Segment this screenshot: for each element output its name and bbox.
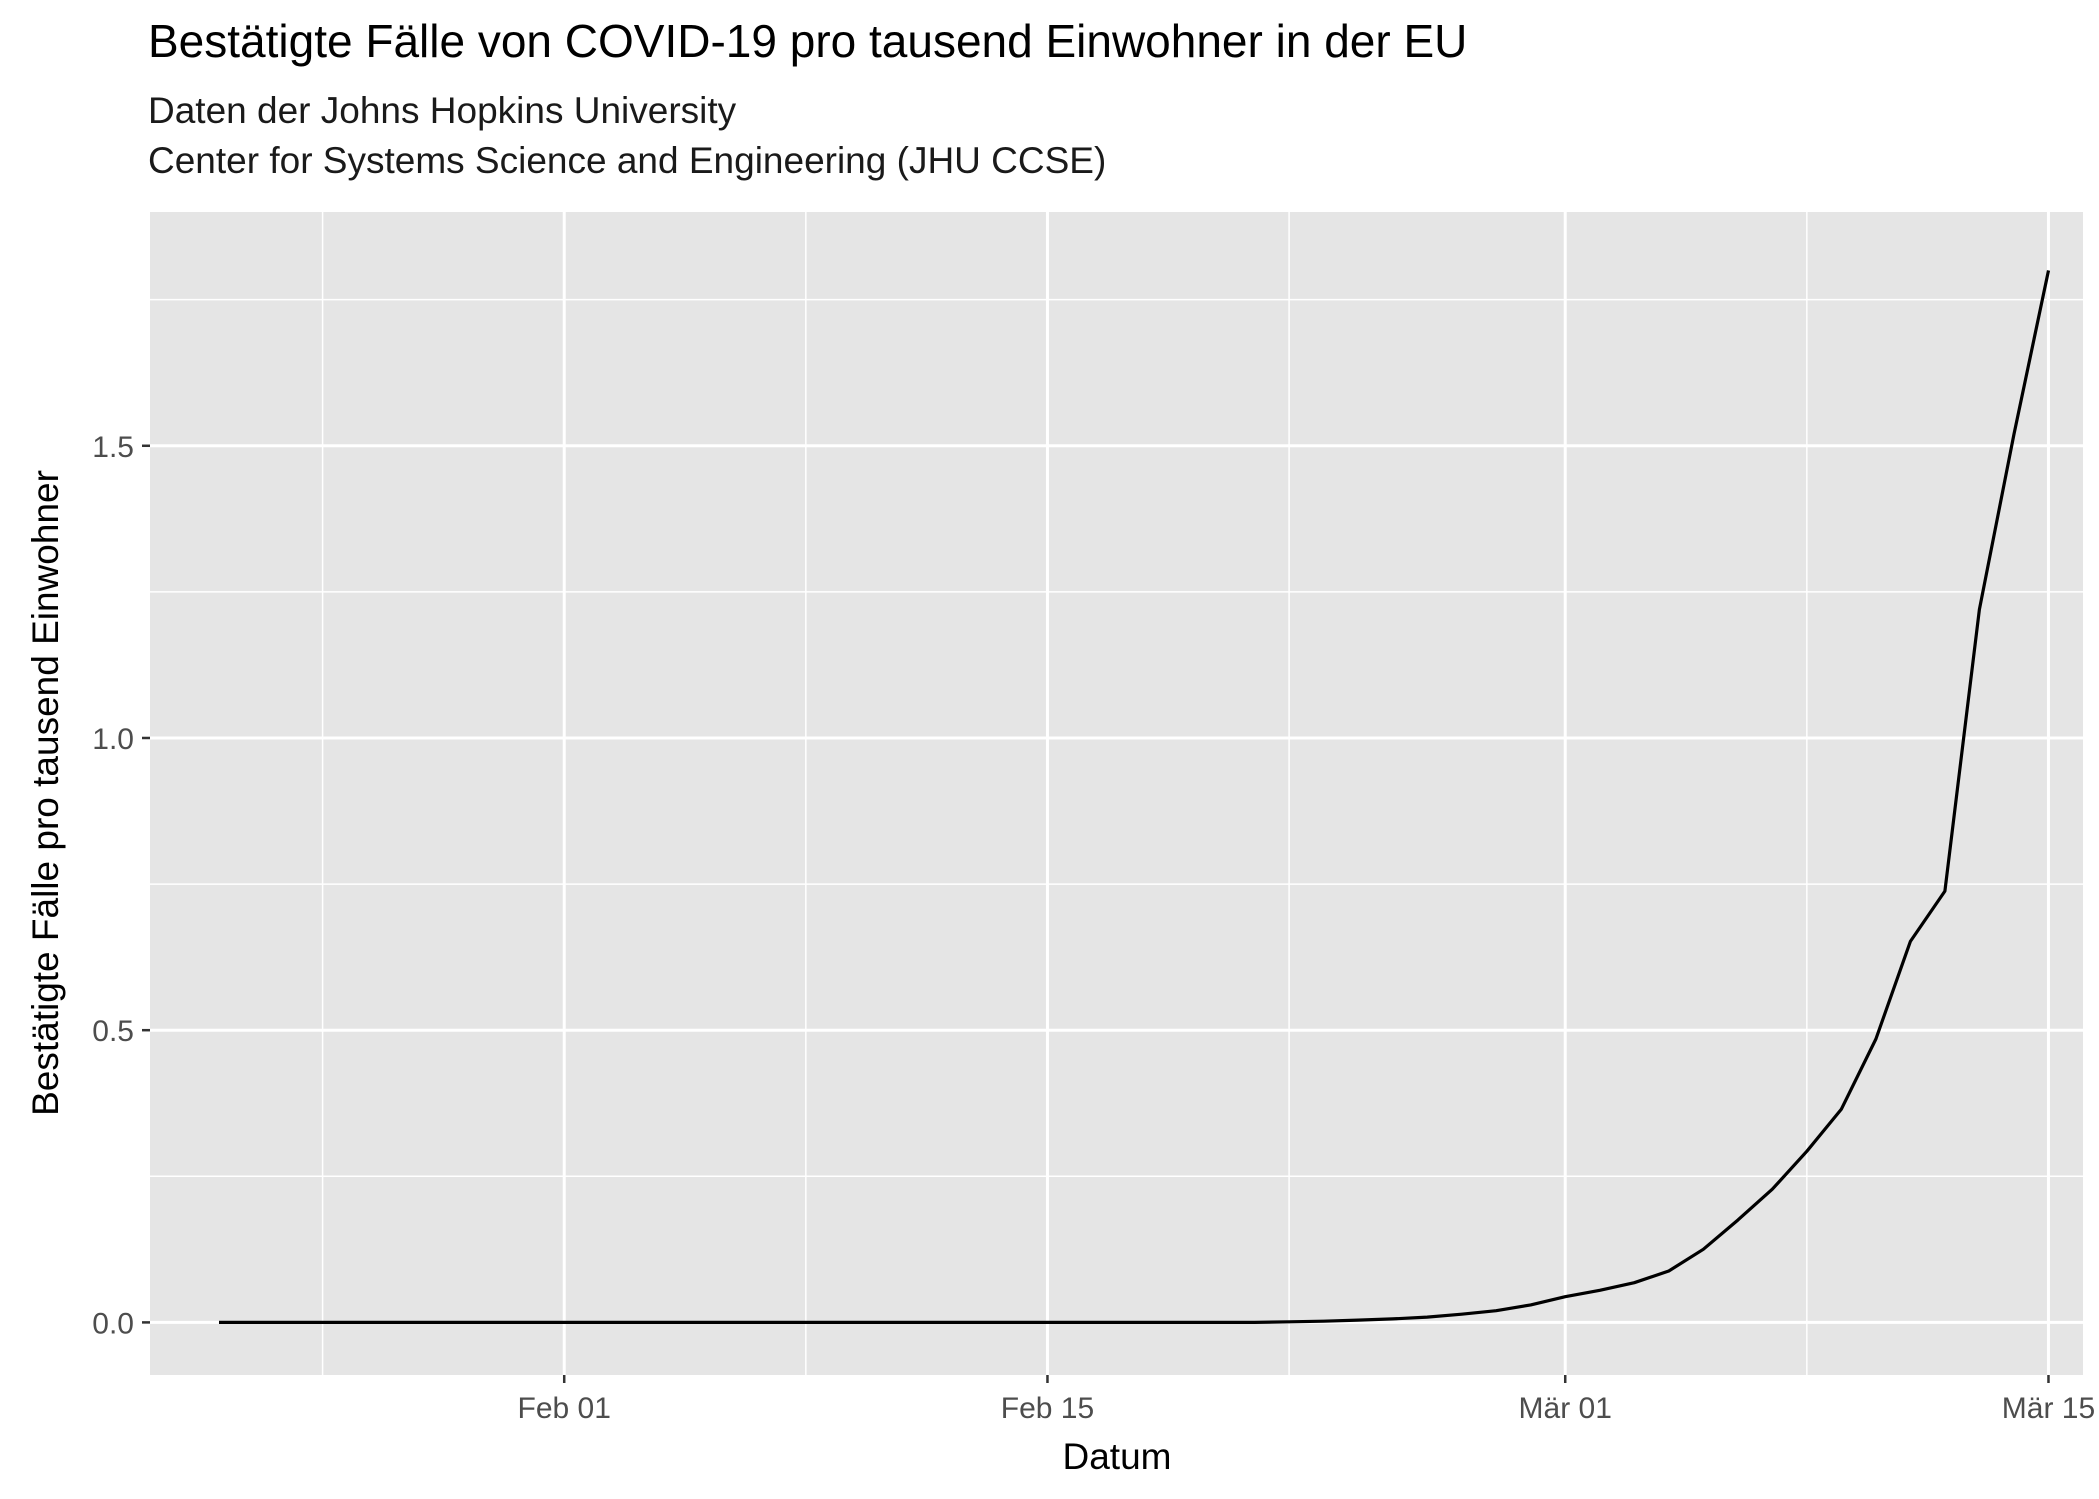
plot-panel: [150, 212, 2083, 1375]
y-tick-label: 0.5: [92, 1015, 134, 1048]
x-axis-ticks: Feb 01 Feb 15 Mär 01 Mär 15: [518, 1375, 2095, 1425]
chart-title: Bestätigte Fälle von COVID-19 pro tausen…: [148, 15, 1468, 67]
y-tick-label: 1.5: [92, 431, 134, 464]
y-tick-label: 1.0: [92, 723, 134, 756]
y-tick-label: 0.0: [92, 1307, 134, 1340]
y-axis-title: Bestätigte Fälle pro tausend Einwohner: [25, 470, 66, 1116]
series-line: [219, 270, 2051, 1325]
x-tick-label: Mär 15: [2002, 1392, 2095, 1425]
x-tick-label: Feb 01: [518, 1392, 611, 1425]
chart-subtitle-line-2: Center for Systems Science and Engineeri…: [148, 140, 1107, 181]
x-tick-label: Mär 01: [1519, 1392, 1612, 1425]
y-axis-ticks: 0.0 0.5 1.0 1.5: [92, 431, 150, 1340]
x-axis-title: Datum: [1063, 1436, 1172, 1477]
minor-gridlines: [150, 212, 2083, 1375]
x-tick-label: Feb 15: [1001, 1392, 1094, 1425]
chart-subtitle-line-1: Daten der Johns Hopkins University: [148, 90, 737, 131]
